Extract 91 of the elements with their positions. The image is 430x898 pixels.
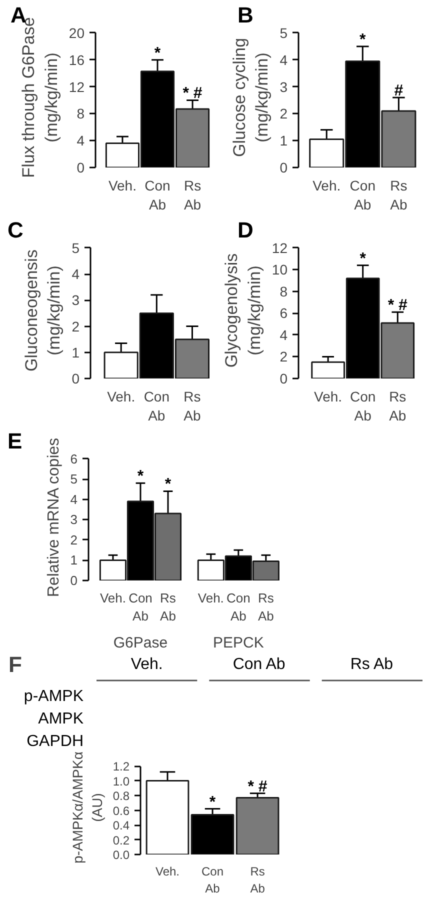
data-label: #	[394, 82, 404, 100]
data-label: * #	[248, 778, 268, 796]
y-axis-title: Gluconeogensis (mg/kg/min)	[22, 250, 64, 372]
category-label: GAPDH	[26, 733, 84, 750]
data-label: *	[164, 476, 172, 494]
x-tick-label: Veh.	[314, 388, 342, 404]
y-tick-label: 2	[280, 348, 288, 365]
chart-title: C	[8, 218, 24, 242]
y-tick-label: 8	[76, 106, 85, 122]
x-tick-label: Con Ab	[350, 388, 376, 424]
x-tick-label: Veh.	[108, 178, 136, 194]
series-label: Rs Ab	[160, 590, 176, 624]
y-tick-label: 12	[68, 78, 85, 95]
series-label: Con Ab	[128, 590, 152, 624]
text: Con Ab	[226, 590, 250, 624]
x-tick-label: G6Pase	[113, 634, 168, 652]
x-tick-label: Con Ab	[350, 178, 376, 213]
data-label: *	[209, 794, 216, 811]
y-tick-label: 3	[70, 512, 78, 528]
y-tick-label: 16	[68, 52, 85, 68]
chart-title: D	[238, 218, 254, 242]
y-tick-label: 0	[76, 160, 85, 176]
category-label: AMPK	[38, 710, 84, 728]
x-tick-label: Veh.	[312, 178, 341, 194]
category-label: Rs Ab	[350, 656, 394, 673]
y-tick-label: 4	[72, 266, 80, 282]
y-tick-label: 0.6	[112, 804, 130, 818]
x-tick-label: Rs Ab	[250, 864, 266, 896]
y-tick-label: 0	[70, 573, 78, 588]
x-tick-label: Con Ab	[144, 178, 170, 213]
y-axis-title: p-AMPKα/AMPKα (AU)	[70, 752, 105, 864]
y-tick-label: 4	[70, 492, 78, 507]
data-label: *	[360, 31, 367, 48]
y-tick-label: 2	[280, 106, 288, 122]
y-tick-label: 6	[70, 451, 78, 466]
category-label: p-AMPK	[24, 688, 84, 705]
category-label: Con Ab	[232, 656, 286, 673]
y-axis-title: Relative mRNA copies	[45, 438, 62, 598]
bar	[236, 796, 280, 854]
y-tick-label: 1	[70, 552, 78, 568]
data-label: *	[360, 250, 367, 268]
y-tick-label: 0.0	[112, 848, 130, 862]
y-tick-label: 2	[70, 532, 78, 548]
text: Veh.	[198, 590, 224, 606]
y-tick-label: 0.4	[112, 818, 130, 833]
y-tick-label: 1.0	[112, 774, 130, 788]
x-tick-label: Rs Ab	[184, 178, 202, 213]
y-tick-label: 5	[72, 240, 80, 256]
data-label: *	[137, 468, 144, 486]
text: Rs Ab	[258, 590, 274, 624]
y-tick-label: 2	[72, 318, 80, 334]
y-tick-label: 6	[280, 305, 288, 322]
y-axis-title: Glucose cycling (mg/kg/min)	[230, 38, 272, 158]
x-tick-label: Con Ab	[202, 864, 224, 896]
y-tick-label: 10	[272, 262, 288, 278]
y-tick-label: 0	[72, 370, 80, 386]
y-tick-label: 0	[280, 160, 288, 176]
y-tick-label: 4	[76, 132, 85, 149]
data-label: * #	[388, 297, 408, 314]
y-tick-label: 0.2	[112, 833, 130, 848]
y-tick-label: 0	[280, 370, 288, 386]
x-tick-label: Con Ab	[144, 388, 170, 424]
y-tick-label: 8	[280, 283, 288, 300]
y-tick-label: 4	[280, 326, 288, 343]
x-tick-label: Veh.	[156, 864, 180, 878]
category-label: Veh.	[130, 656, 163, 673]
x-tick-label: Rs Ab	[184, 388, 201, 424]
data-label: *	[154, 44, 162, 62]
y-tick-label: 12	[272, 240, 288, 256]
y-axis-title: Glycogenolysis (mg/kg/min)	[222, 253, 264, 368]
y-tick-label: 20	[68, 24, 85, 41]
x-tick-label: Rs Ab	[390, 178, 408, 213]
y-tick-label: 1	[280, 132, 288, 149]
chart-title: E	[8, 428, 22, 454]
y-tick-label: 0.8	[112, 789, 130, 804]
chart-title: B	[238, 2, 254, 28]
y-tick-label: 3	[280, 78, 288, 95]
y-tick-label: 5	[70, 472, 78, 487]
y-tick-label: 3	[72, 292, 80, 308]
y-tick-label: 1	[72, 344, 80, 360]
x-tick-label: PEPCK	[212, 634, 264, 652]
bar	[146, 780, 190, 854]
y-tick-label: 1.2	[112, 760, 130, 774]
y-tick-label: 5	[280, 24, 288, 41]
bar	[190, 814, 234, 854]
series-label: Veh.	[100, 590, 126, 606]
y-tick-label: 4	[280, 52, 288, 68]
data-label: * #	[182, 85, 202, 102]
text: F	[8, 652, 22, 677]
x-tick-label: Rs Ab	[389, 388, 406, 424]
x-tick-label: Veh.	[107, 388, 136, 404]
